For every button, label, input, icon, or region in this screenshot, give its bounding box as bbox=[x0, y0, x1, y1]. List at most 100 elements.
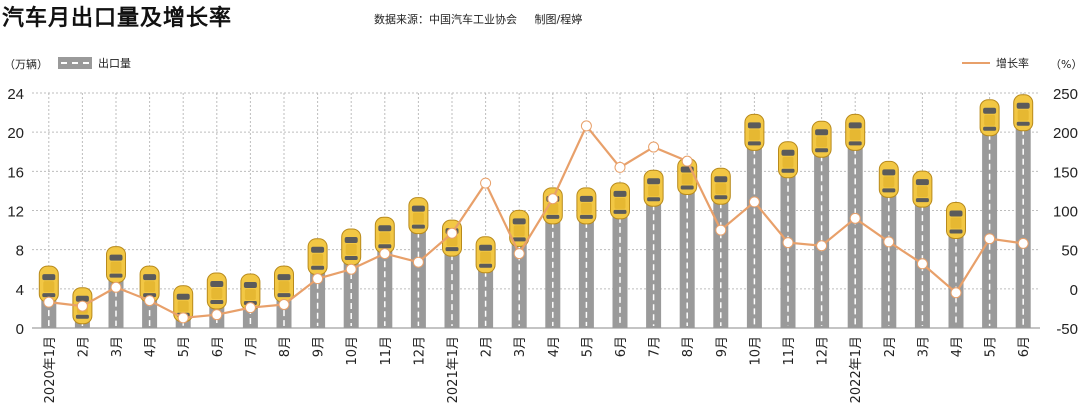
car-rear-window bbox=[109, 273, 123, 278]
car-icon bbox=[778, 141, 798, 179]
car-rear-window bbox=[277, 293, 291, 298]
x-tick-label: 6月 bbox=[614, 336, 629, 357]
car-windshield bbox=[848, 122, 862, 129]
car-rear-window bbox=[915, 198, 929, 203]
bar-group bbox=[408, 197, 429, 328]
bar-group bbox=[912, 170, 933, 328]
bar-group bbox=[374, 216, 395, 328]
car-roof bbox=[412, 212, 424, 224]
car-rear-window bbox=[647, 197, 661, 202]
growth-point bbox=[412, 256, 424, 268]
car-roof bbox=[513, 225, 525, 237]
bar-group bbox=[643, 169, 664, 328]
bar-group bbox=[710, 167, 731, 328]
x-tick-label: 2月 bbox=[480, 336, 495, 357]
car-rear-window bbox=[479, 263, 493, 268]
x-tick-label: 3月 bbox=[916, 336, 931, 357]
x-tick-label: 5月 bbox=[177, 336, 192, 357]
bar-group bbox=[475, 236, 496, 328]
car-windshield bbox=[243, 281, 257, 288]
car-windshield bbox=[781, 149, 795, 156]
car-windshield bbox=[882, 169, 896, 176]
left-tick-label: 4 bbox=[16, 282, 24, 299]
growth-point bbox=[715, 224, 727, 236]
bar-group bbox=[341, 228, 362, 328]
growth-point bbox=[849, 212, 861, 224]
car-rear-window bbox=[613, 209, 627, 214]
car-roof bbox=[681, 173, 693, 185]
growth-point bbox=[43, 296, 55, 308]
x-tick-label: 4月 bbox=[950, 336, 965, 357]
car-windshield bbox=[344, 236, 358, 243]
car-rear-window bbox=[983, 126, 997, 131]
right-tick-label: 250 bbox=[1053, 86, 1078, 103]
car-windshield bbox=[815, 129, 829, 136]
bar-group bbox=[1013, 94, 1034, 329]
right-tick-label: 50 bbox=[1061, 243, 1078, 260]
car-roof bbox=[43, 281, 55, 293]
car-windshield bbox=[613, 190, 627, 197]
car-roof bbox=[648, 185, 660, 197]
car-rear-window bbox=[546, 214, 560, 219]
bar-group bbox=[240, 273, 261, 328]
car-rear-window bbox=[512, 237, 526, 242]
car-rear-window bbox=[579, 214, 593, 219]
x-tick-label: 2022年1月 bbox=[849, 336, 864, 403]
car-icon bbox=[139, 265, 160, 303]
right-tick-label: 0 bbox=[1070, 282, 1078, 299]
car-icon bbox=[912, 170, 933, 208]
bar bbox=[914, 179, 930, 328]
legend-swatch-line bbox=[962, 62, 990, 64]
bar-group bbox=[509, 209, 530, 328]
car-windshield bbox=[647, 178, 661, 185]
car-rear-window bbox=[714, 195, 728, 200]
car-rear-window bbox=[949, 229, 963, 234]
bar bbox=[746, 122, 762, 328]
car-roof bbox=[748, 129, 760, 141]
car-roof bbox=[984, 114, 996, 126]
car-rear-window bbox=[210, 300, 224, 304]
car-roof bbox=[950, 217, 962, 229]
growth-point bbox=[580, 120, 592, 132]
car-rear-window bbox=[848, 141, 862, 146]
x-tick-label: 2月 bbox=[76, 336, 91, 357]
x-tick-label: 8月 bbox=[681, 336, 696, 357]
car-roof bbox=[244, 288, 256, 300]
x-tick-label: 9月 bbox=[312, 336, 327, 357]
car-windshield bbox=[277, 274, 291, 281]
car-rear-window bbox=[344, 255, 358, 260]
car-roof bbox=[1017, 109, 1029, 121]
car-icon bbox=[610, 182, 630, 220]
car-icon bbox=[509, 209, 530, 247]
car-icon bbox=[106, 246, 126, 284]
car-roof bbox=[379, 232, 391, 244]
left-tick-label: 16 bbox=[7, 164, 24, 181]
car-rear-window bbox=[42, 293, 56, 298]
legend-item-export: 出口量 bbox=[58, 55, 131, 71]
car-roof bbox=[312, 253, 324, 265]
car-rear-window bbox=[445, 247, 459, 252]
car-roof bbox=[144, 281, 156, 293]
car-windshield bbox=[411, 205, 425, 212]
car-windshield bbox=[983, 107, 997, 114]
right-tick-label: -50 bbox=[1056, 321, 1078, 338]
growth-point bbox=[312, 273, 324, 285]
car-icon bbox=[744, 113, 765, 151]
car-roof bbox=[547, 202, 559, 214]
x-tick-label: 4月 bbox=[144, 336, 159, 357]
car-rear-window bbox=[882, 188, 896, 193]
car-icon bbox=[845, 113, 866, 151]
x-tick-label: 5月 bbox=[580, 336, 595, 357]
x-tick-label: 7月 bbox=[244, 336, 259, 357]
left-axis-unit: （万辆） bbox=[4, 58, 48, 71]
legend-label-export: 出口量 bbox=[98, 57, 131, 70]
growth-point bbox=[950, 287, 962, 299]
car-windshield bbox=[1016, 102, 1030, 109]
car-icon bbox=[475, 236, 496, 274]
growth-point bbox=[379, 248, 391, 260]
x-tick-label: 9月 bbox=[715, 336, 730, 357]
x-tick-label: 10月 bbox=[748, 336, 763, 366]
growth-point bbox=[547, 193, 559, 205]
bar-group bbox=[878, 160, 899, 328]
car-windshield bbox=[579, 195, 593, 202]
